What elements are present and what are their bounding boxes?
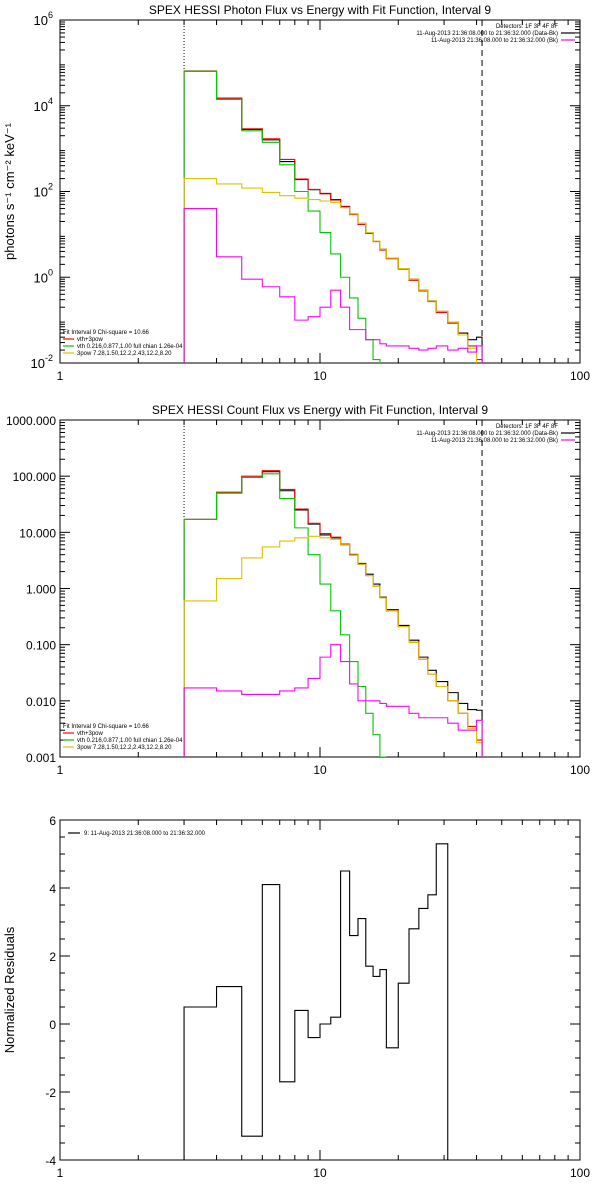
x-tick-label: 1 [57, 369, 64, 383]
legend-bottom-text: 3pow 7.28,1.50,12.2,2.43,12.2,8.20 [77, 351, 172, 357]
series-3pow [183, 535, 483, 757]
legend-top-text: 11-Aug-2013 21:36:08.000 to 21:36:32.000… [431, 38, 558, 44]
x-tick-label: 10 [313, 369, 327, 383]
series-vth-3pow [183, 70, 483, 363]
series-3pow [183, 178, 483, 363]
legend-bottom-text: Fit Interval 9 Chi-square = 10.66 [63, 724, 150, 730]
chart-title: SPEX HESSI Photon Flux vs Energy with Fi… [149, 3, 491, 17]
y-tick-label: 4 [49, 882, 56, 896]
legend-top-text: 11-Aug-2013 21:36:08.000 to 21:36:32.000… [431, 438, 558, 444]
y-tick-label: 10.000 [19, 526, 56, 540]
chart-title: SPEX HESSI Count Flux vs Energy with Fit… [152, 403, 488, 417]
plot-frame [59, 819, 581, 1161]
series-vth [183, 473, 387, 757]
x-tick-label: 100 [570, 763, 590, 777]
data-series-group [183, 843, 449, 1160]
data-series-group [183, 470, 483, 757]
legend-top-text: 11-Aug-2013 21:36:08.000 to 21:36:32.000… [416, 31, 558, 37]
y-axis-label: photons s⁻¹ cm⁻² keV⁻¹ [2, 122, 17, 260]
x-tick-label: 1 [57, 1166, 64, 1180]
legend-top-text: 11-Aug-2013 21:36:08.000 to 21:36:32.000… [416, 431, 558, 437]
legend-bottom-text: 3pow 7.28,1.50,12.2,2.43,12.2,8.20 [77, 745, 172, 751]
y-tick-label: 6 [49, 814, 56, 828]
x-tick-label: 10 [313, 763, 327, 777]
y-tick-label: 0 [49, 1018, 56, 1032]
legend-top-text: Detectors: 1F 3F 4F 8F [496, 24, 558, 30]
x-tick-label: 100 [570, 1166, 590, 1180]
panel-2: 1 10 100 0.001 0.010 0.100 1.000 10.000 100.000 1… [6, 403, 590, 777]
y-tick-label: 1.000 [26, 583, 56, 597]
y-tick-label: 102 [34, 182, 53, 200]
y-tick-label: 0.001 [26, 751, 56, 765]
series--bk- [183, 208, 483, 363]
y-tick-label: 2 [49, 950, 56, 964]
y-tick-label: 0.100 [26, 639, 56, 653]
legend-bottom-text: vth 0.216,0.877,1.00 full chian 1.26e-04 [77, 344, 183, 350]
y-tick-label: 1000.000 [6, 414, 56, 428]
y-tick-label: 106 [34, 10, 53, 28]
legend-bottom-text: vth+3pow [77, 337, 104, 343]
series--data-bk- [183, 471, 483, 757]
legend-top-text: 9: 11-Aug-2013 21:36:08.000 to 21:36:32.… [84, 831, 206, 837]
series-line [183, 843, 449, 1160]
series--data-bk- [183, 70, 483, 363]
series-vth-3pow [183, 470, 483, 757]
panel-3: 1 10 100 -4 -2 0 2 4 6 Normalized Residuals 9: 11-… [2, 814, 590, 1180]
y-tick-label: 100.000 [13, 470, 57, 484]
y-axis-label: Normalized Residuals [2, 926, 17, 1053]
legend-top-text: Detectors: 1F 3F 4F 8F [496, 424, 558, 430]
series--bk- [183, 644, 483, 757]
x-tick-label: 1 [57, 763, 64, 777]
x-tick-label: 100 [570, 369, 590, 383]
plot-frame [59, 419, 581, 758]
y-tick-label: -2 [45, 1086, 56, 1100]
legend-bottom-text: vth+3pow [77, 731, 104, 737]
y-tick-label: -4 [45, 1154, 56, 1168]
y-tick-label: 10-2 [31, 353, 53, 371]
legend-bottom-text: Fit Interval 9 Chi-square = 10.66 [63, 330, 150, 336]
panel-1: 1 10 100 10-2 100 102 104 106 SPEX HESSI Photon … [2, 3, 590, 383]
series-vth [183, 70, 387, 363]
x-tick-label: 10 [313, 1166, 327, 1180]
y-tick-label: 104 [34, 96, 53, 114]
data-series-group [183, 70, 483, 363]
legend-bottom-text: vth 0.216,0.877,1.00 full chian 1.26e-04 [77, 738, 183, 744]
y-tick-label: 100 [34, 267, 53, 285]
y-tick-label: 0.010 [26, 695, 56, 709]
